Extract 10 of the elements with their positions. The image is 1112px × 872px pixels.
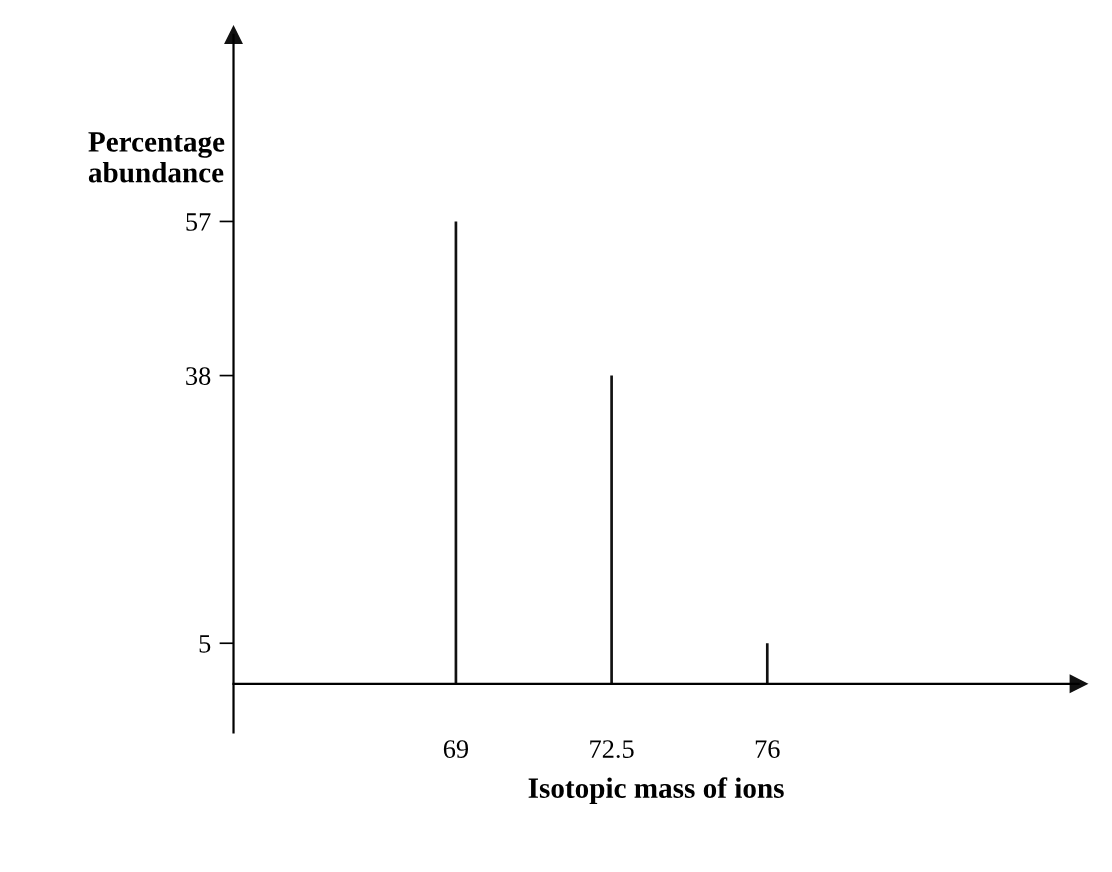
x-tick-label: 69	[443, 740, 469, 758]
bar	[765, 643, 769, 684]
x-tick-label: 72.5	[590, 740, 634, 759]
bar	[610, 375, 613, 684]
y-tick-label: 57	[186, 213, 211, 231]
x-axis-title: Isotopic mass of ions	[528, 777, 784, 804]
x-tick-label: 76	[755, 740, 780, 758]
y-axis-title: Percentage abundance	[88, 132, 225, 183]
y-tick-label: 38	[186, 367, 211, 385]
y-tick-label: 5	[199, 635, 211, 653]
